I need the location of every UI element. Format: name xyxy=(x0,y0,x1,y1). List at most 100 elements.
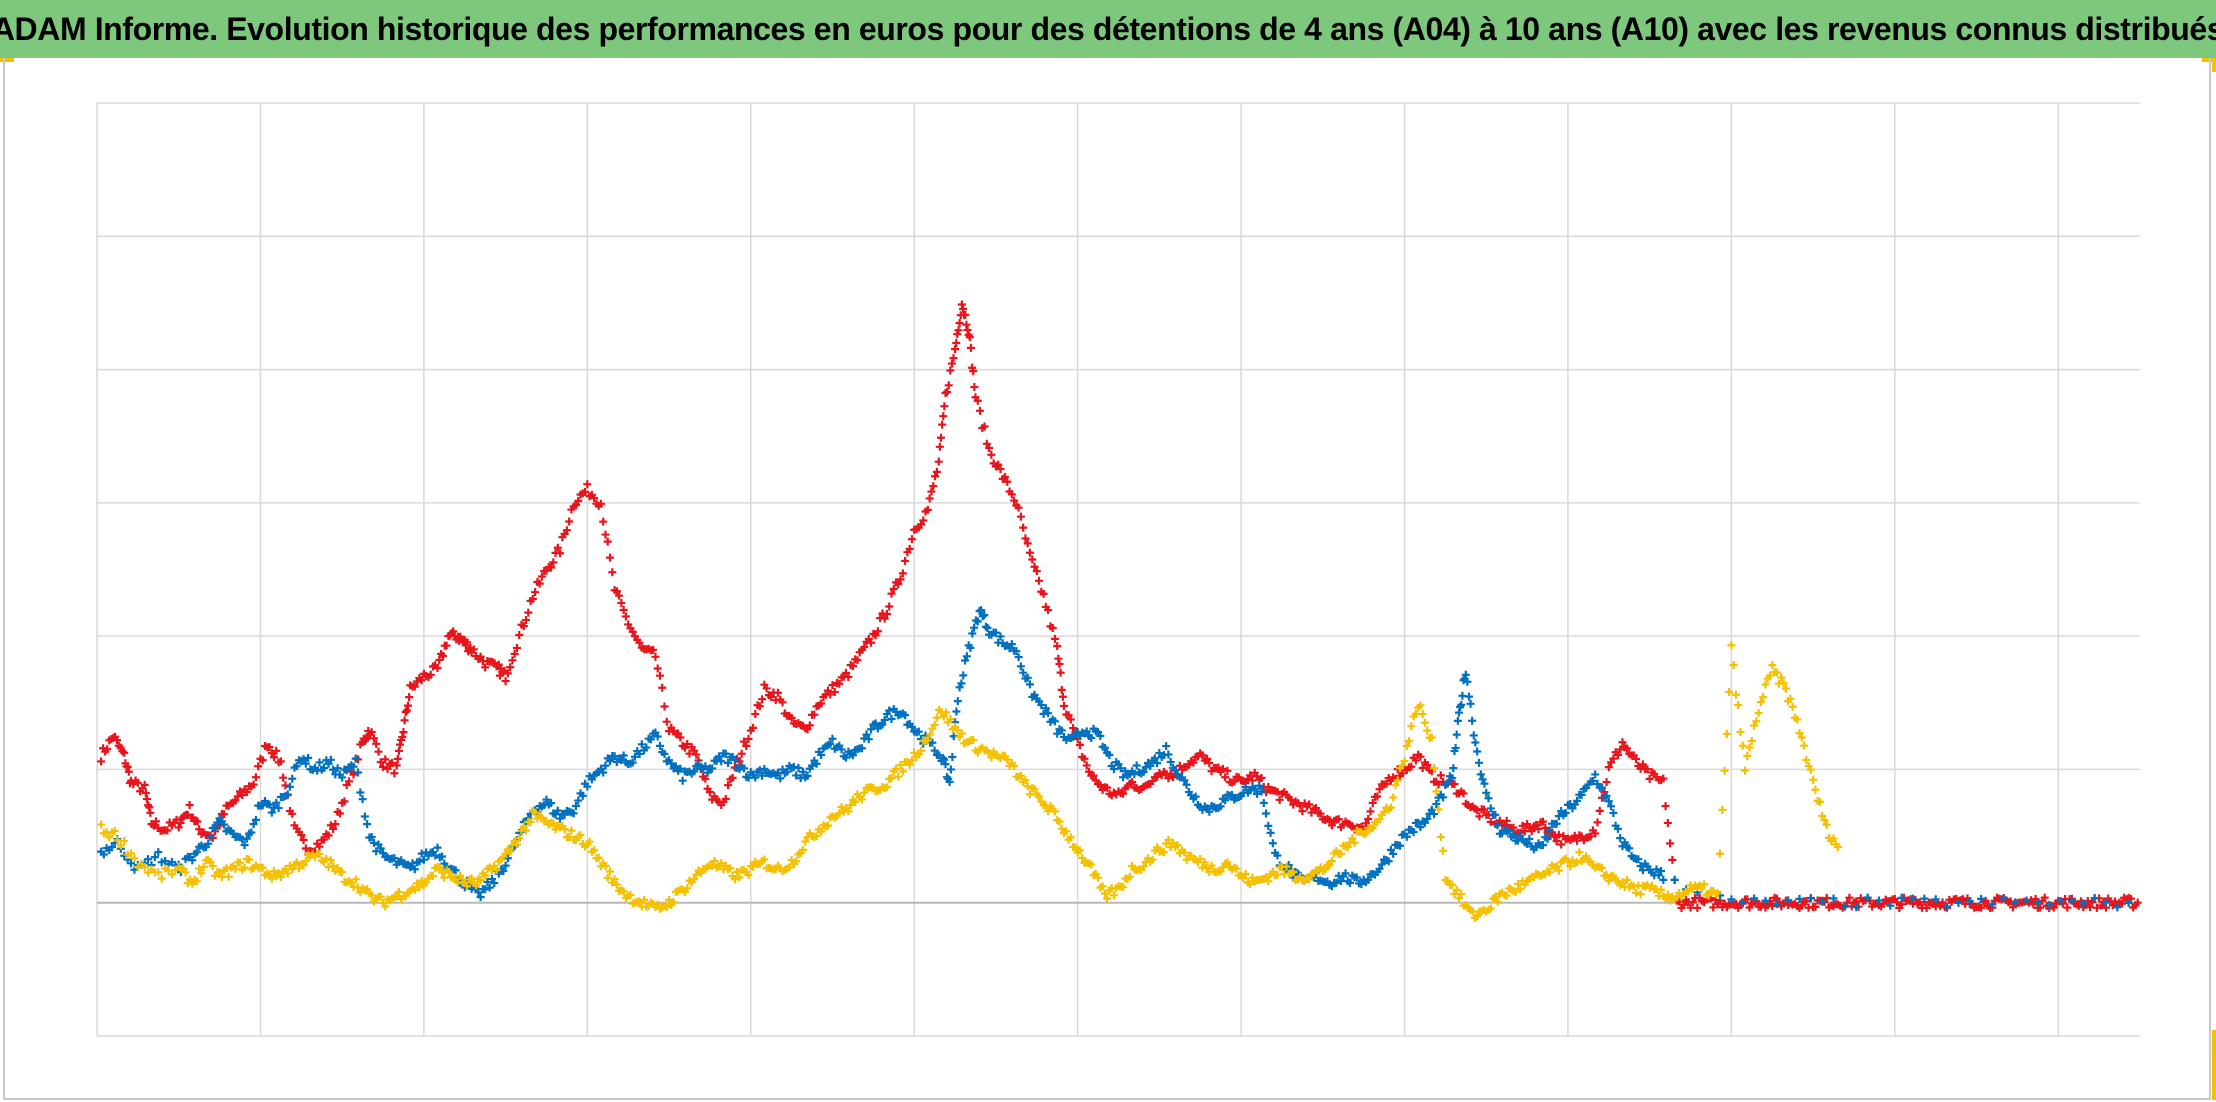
data-point xyxy=(146,808,155,817)
data-point xyxy=(880,715,889,724)
data-point xyxy=(817,827,826,836)
data-point xyxy=(714,752,723,761)
data-point xyxy=(1366,807,1375,816)
data-point xyxy=(105,833,114,842)
data-point xyxy=(195,825,204,834)
data-point xyxy=(283,790,292,799)
data-point xyxy=(599,517,608,526)
data-point xyxy=(973,396,982,405)
data-point xyxy=(326,755,335,764)
data-point xyxy=(351,875,360,884)
data-point xyxy=(951,345,960,354)
data-point xyxy=(270,753,279,762)
data-point xyxy=(292,762,301,771)
data-point xyxy=(1159,848,1168,857)
data-point xyxy=(329,861,338,870)
data-point xyxy=(1443,876,1452,885)
data-point xyxy=(267,808,276,817)
data-point xyxy=(1248,776,1257,785)
data-point xyxy=(1725,688,1734,697)
data-point xyxy=(1395,841,1404,850)
data-point xyxy=(744,734,753,743)
data-point xyxy=(1014,653,1023,662)
data-point xyxy=(367,891,376,900)
data-point xyxy=(245,855,254,864)
data-point xyxy=(1423,726,1432,735)
data-point xyxy=(1464,692,1473,701)
data-point xyxy=(562,526,571,535)
data-point xyxy=(952,707,961,716)
data-point xyxy=(426,670,435,679)
data-point xyxy=(930,746,939,755)
data-point xyxy=(163,826,172,835)
data-point xyxy=(599,768,608,777)
data-point xyxy=(1069,724,1078,733)
data-point xyxy=(817,699,826,708)
data-point xyxy=(982,439,991,448)
data-point xyxy=(596,499,605,508)
data-point xyxy=(463,638,472,647)
chart-title: ADAM Informe. Evolution historique des p… xyxy=(0,10,2216,47)
data-point xyxy=(778,698,787,707)
data-point xyxy=(193,817,202,826)
data-point xyxy=(388,759,397,768)
data-point xyxy=(1016,512,1025,521)
data-point xyxy=(1346,878,1355,887)
data-point xyxy=(1463,677,1472,686)
data-point xyxy=(127,849,136,858)
data-point xyxy=(274,804,283,813)
data-point xyxy=(1296,801,1305,810)
data-point xyxy=(410,885,419,894)
data-point xyxy=(985,749,994,758)
data-point xyxy=(113,836,122,845)
data-point xyxy=(283,869,292,878)
data-point xyxy=(2101,898,2110,907)
data-point xyxy=(692,750,701,759)
data-point xyxy=(356,788,365,797)
data-point xyxy=(867,638,876,647)
data-point xyxy=(1768,661,1777,670)
data-point xyxy=(299,755,308,764)
data-point xyxy=(240,841,249,850)
data-point xyxy=(242,788,251,797)
data-point xyxy=(547,799,555,808)
data-point xyxy=(1398,769,1407,778)
data-point xyxy=(1016,662,1025,671)
data-point xyxy=(301,759,310,768)
data-point xyxy=(390,854,399,863)
data-point xyxy=(1348,834,1357,843)
data-point xyxy=(2033,898,2042,907)
data-point xyxy=(917,746,926,755)
data-point xyxy=(606,867,615,876)
data-point xyxy=(1373,792,1382,801)
data-point xyxy=(1082,761,1091,770)
data-point xyxy=(1066,715,1075,724)
data-point xyxy=(417,849,426,858)
data-point xyxy=(1044,606,1053,615)
data-point xyxy=(1793,715,1802,724)
data-point xyxy=(941,708,950,717)
data-point xyxy=(1380,808,1389,817)
data-point xyxy=(1609,809,1618,818)
data-point xyxy=(1377,860,1386,869)
data-point xyxy=(653,900,662,909)
data-point xyxy=(1327,856,1336,865)
data-point xyxy=(1216,802,1225,811)
data-point xyxy=(1468,907,1477,916)
data-point xyxy=(1482,788,1491,797)
data-point xyxy=(435,863,444,872)
data-point xyxy=(431,851,440,860)
data-point xyxy=(265,800,274,809)
data-point xyxy=(587,775,596,784)
data-point xyxy=(192,848,201,857)
data-point xyxy=(1375,785,1384,794)
data-point xyxy=(601,761,610,770)
data-point xyxy=(1523,839,1532,848)
data-point xyxy=(1368,823,1377,832)
data-point xyxy=(1001,472,1009,481)
data-point xyxy=(433,843,442,852)
data-point xyxy=(1622,876,1631,884)
data-point xyxy=(344,777,353,786)
data-point xyxy=(1954,898,1963,907)
data-point xyxy=(1094,873,1103,882)
